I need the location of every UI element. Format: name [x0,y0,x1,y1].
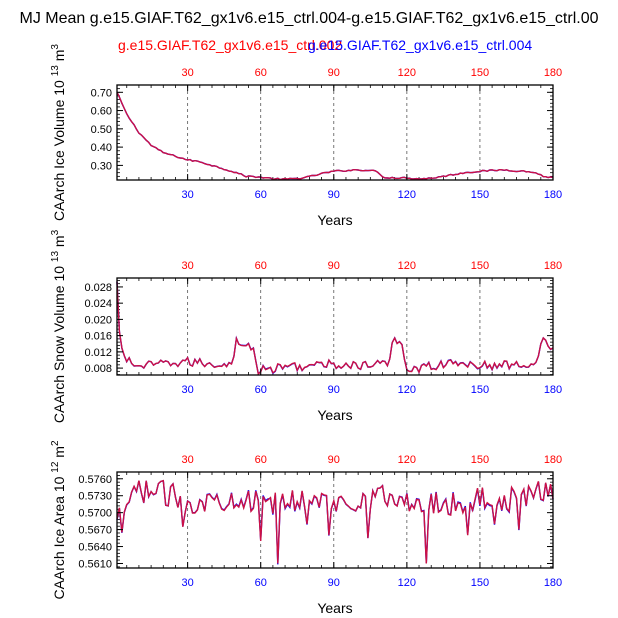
y-tick-label: 0.50 [91,124,112,136]
x-tick-label-bottom: 30 [182,384,194,396]
y-tick-label: 0.012 [84,347,112,359]
x-tick-label-top: 120 [398,67,416,79]
x-tick-label-top: 90 [328,454,340,466]
x-tick-label-bottom: 150 [471,384,489,396]
x-tick-label-top: 60 [255,454,267,466]
x-tick-label-bottom: 150 [471,189,489,201]
x-tick-label-top: 90 [328,67,340,79]
x-tick-label-bottom: 180 [544,577,562,589]
x-tick-label-top: 30 [182,67,194,79]
x-axis-title: Years [317,407,352,423]
x-tick-label-top: 120 [398,260,416,272]
y-tick-label: 0.020 [84,314,112,326]
x-tick-label-top: 150 [471,67,489,79]
x-tick-label-bottom: 120 [398,577,416,589]
y-tick-label: 0.5640 [78,542,112,554]
series-line-ctrl-002 [116,281,554,376]
plot-frame [116,84,554,181]
y-tick-label: 0.5610 [78,558,112,570]
panels: 0.30 0.40 0.50 0.60 0.70 30 30 60 60 90 90 120 120 15… [50,44,562,616]
legend-label-ctrl-004: g.e15.GIAF.T62_gx1v6.e15_ctrl.004 [308,37,532,53]
figure-title: MJ Mean g.e15.GIAF.T62_gx1v6.e15_ctrl.00… [20,10,599,27]
y-axis-title-main: CAArch Snow Volume 10 [51,262,67,423]
series-line-ctrl-002 [116,479,554,564]
y-tick-label: 0.5730 [78,491,112,503]
x-tick-label-top: 30 [182,260,194,272]
x-tick-label-bottom: 90 [328,577,340,589]
x-tick-label-bottom: 60 [255,189,267,201]
x-tick-label-bottom: 120 [398,384,416,396]
chart-panel-2: 0.008 0.012 0.016 0.020 0.024 0.028 30 30 60 60 90… [50,229,562,423]
x-tick-label-top: 90 [328,260,340,272]
x-tick-label-bottom: 120 [398,189,416,201]
y-axis-title-exponent: 12 [50,461,61,473]
y-axis-title: CAArch Snow Volume 10 13 m3 [50,229,67,423]
y-axis-title-unit-exponent: 3 [50,229,61,235]
y-axis-title-exponent: 13 [50,251,61,263]
y-tick-label: 0.70 [91,87,112,99]
x-tick-label-top: 30 [182,454,194,466]
x-tick-label-top: 180 [544,67,562,79]
y-axis-title-unit-exponent: 2 [50,440,61,446]
x-tick-label-bottom: 90 [328,384,340,396]
x-tick-label-bottom: 60 [255,577,267,589]
y-tick-label: 0.028 [84,282,112,294]
y-axis-title-unit: m [51,446,67,462]
y-axis-title-unit-exponent: 3 [50,44,61,50]
y-tick-label: 0.40 [91,142,112,154]
y-axis-title-unit: m [51,235,67,251]
y-tick-label: 0.5700 [78,508,112,520]
x-tick-label-top: 150 [471,260,489,272]
x-tick-label-top: 60 [255,67,267,79]
y-tick-label: 0.008 [84,363,112,375]
x-tick-label-bottom: 30 [182,577,194,589]
x-tick-label-bottom: 30 [182,189,194,201]
y-tick-label: 0.024 [84,298,112,310]
y-axis-title-main: CAArch Ice Area 10 [51,473,67,600]
chart-panel-3: 0.5610 0.5640 0.5670 0.5700 0.5730 0.5760 30 30… [50,440,562,616]
y-axis-title: CAArch Ice Area 10 12 m2 [50,440,67,600]
chart-panel-1: 0.30 0.40 0.50 0.60 0.70 30 30 60 60 90 90 120 120 15… [50,44,562,228]
x-tick-label-top: 120 [398,454,416,466]
y-axis-title-unit: m [51,50,67,66]
x-tick-label-bottom: 60 [255,384,267,396]
y-tick-label: 0.5760 [78,474,112,486]
y-tick-label: 0.5670 [78,525,112,537]
y-tick-label: 0.30 [91,160,112,172]
plot-frame [116,471,554,569]
legend-label-ctrl-002: g.e15.GIAF.T62_gx1v6.e15_ctrl.002 [118,37,342,53]
x-axis-title: Years [317,600,352,616]
plot-frame [116,277,554,376]
x-tick-label-top: 60 [255,260,267,272]
y-axis-title-exponent: 13 [50,65,61,77]
x-tick-label-bottom: 180 [544,189,562,201]
x-tick-label-top: 180 [544,260,562,272]
series-line-ctrl-004 [116,91,554,181]
x-tick-label-bottom: 150 [471,577,489,589]
x-tick-label-top: 180 [544,454,562,466]
y-axis-title: CAArch Ice Volume 10 13 m3 [50,44,67,221]
y-tick-label: 0.60 [91,106,112,118]
x-tick-label-top: 150 [471,454,489,466]
x-tick-label-bottom: 90 [328,189,340,201]
x-axis-title: Years [317,212,352,228]
series-line-ctrl-002 [116,91,554,181]
y-tick-label: 0.016 [84,331,112,343]
x-tick-label-bottom: 180 [544,384,562,396]
y-axis-title-main: CAArch Ice Volume 10 [51,76,67,221]
